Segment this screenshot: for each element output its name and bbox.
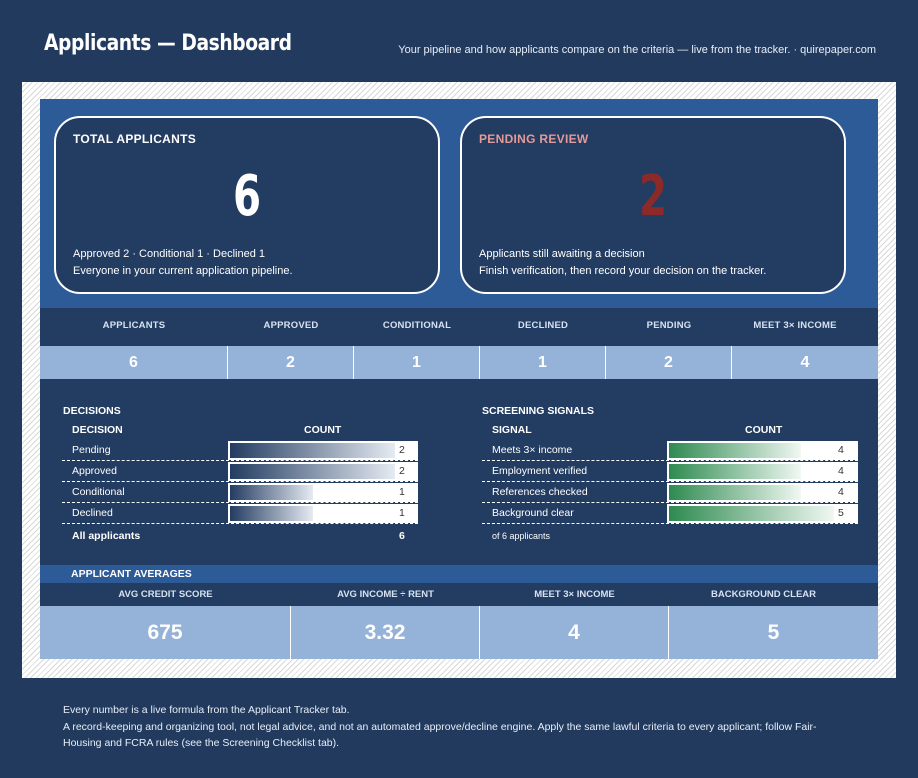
signals-note: of 6 applicants: [492, 531, 551, 541]
signals-bar: [669, 506, 834, 521]
decisions-total-label: All applicants: [72, 530, 141, 542]
stat-value-applicants: 6: [40, 346, 228, 379]
signals-bar-cell: [667, 504, 858, 523]
avg-value-background-clear: 5: [767, 621, 780, 644]
pending-review-card: PENDING REVIEW 2 Applicants still awaiti…: [460, 116, 846, 294]
avg-label-background-clear: BACKGROUND CLEAR: [710, 589, 817, 600]
decisions-total-value: 6: [399, 530, 405, 542]
decisions-bar-cell: [228, 483, 418, 502]
avg-value-credit-score: 675: [40, 606, 291, 659]
total-applicants-note: Everyone in your current application pip…: [73, 265, 293, 277]
decisions-title: DECISIONS: [63, 405, 121, 417]
signals-row-label: References checked: [492, 486, 588, 498]
stats-header-row: APPLICANTS APPROVED CONDITIONAL DECLINED…: [40, 320, 878, 340]
decisions-row-label: Approved: [72, 465, 117, 477]
decisions-row: Declined 1: [62, 503, 418, 524]
footer-line-2: A record-keeping and organizing tool, no…: [63, 721, 817, 733]
stat-value-conditional: 1: [354, 346, 480, 379]
decisions-bar: [230, 443, 395, 458]
signals-row-count: 4: [838, 486, 844, 498]
pending-review-value: 2: [638, 164, 668, 229]
total-applicants-value: 6: [232, 164, 262, 229]
signals-row-label: Meets 3× income: [492, 444, 573, 456]
avg-label-meet-income: MEET 3× INCOME: [534, 589, 615, 600]
signals-col-signal: SIGNAL: [492, 424, 532, 436]
signals-row-count: 4: [838, 444, 844, 456]
decisions-col-decision: DECISION: [72, 424, 123, 436]
pending-review-label: PENDING REVIEW: [479, 132, 589, 146]
total-applicants-card: TOTAL APPLICANTS 6 Approved 2 · Conditio…: [54, 116, 440, 294]
total-applicants-label: TOTAL APPLICANTS: [73, 132, 197, 146]
footer-line-1: Every number is a live formula from the …: [63, 704, 350, 716]
avg-label-credit-score: AVG CREDIT SCORE: [118, 589, 213, 600]
signals-row: Background clear 5: [482, 503, 858, 524]
avg-label-income-rent: AVG INCOME ÷ RENT: [337, 589, 434, 600]
stats-value-row: 6 2 1 1 2 4: [40, 346, 878, 379]
avg-value-meet-income: 4: [480, 606, 669, 659]
signals-bar: [669, 464, 801, 479]
averages-title: APPLICANT AVERAGES: [71, 568, 192, 580]
signals-row: References checked 4: [482, 482, 858, 503]
decisions-bar-cell: [228, 462, 418, 481]
signals-title: SCREENING SIGNALS: [482, 405, 595, 417]
dashboard-panel: TOTAL APPLICANTS 6 Approved 2 · Conditio…: [40, 99, 878, 659]
page-subtitle: Your pipeline and how applicants compare…: [398, 44, 876, 56]
stat-value-declined: 1: [480, 346, 606, 379]
decisions-row-count: 1: [399, 507, 405, 519]
signals-col-count: COUNT: [745, 424, 783, 436]
signals-bar-cell: [667, 441, 858, 460]
signals-row: Employment verified 4: [482, 461, 858, 482]
signals-row-count: 5: [838, 507, 844, 519]
decisions-bar-cell: [228, 441, 418, 460]
stat-label-pending: PENDING: [646, 320, 692, 331]
kpi-band: TOTAL APPLICANTS 6 Approved 2 · Conditio…: [40, 99, 878, 308]
stat-label-applicants: APPLICANTS: [102, 320, 166, 331]
stat-value-approved: 2: [228, 346, 354, 379]
averages-band: APPLICANT AVERAGES: [40, 565, 878, 583]
signals-bar-cell: [667, 462, 858, 481]
footer-line-3: Housing and FCRA rules (see the Screenin…: [63, 737, 340, 749]
signals-row-label: Background clear: [492, 507, 574, 519]
decisions-bar: [230, 464, 395, 479]
stat-value-pending: 2: [606, 346, 732, 379]
pending-review-description: Applicants still awaiting a decision: [479, 248, 645, 260]
decisions-bar-cell: [228, 504, 418, 523]
stat-label-conditional: CONDITIONAL: [382, 320, 452, 331]
decisions-col-count: COUNT: [304, 424, 342, 436]
pending-review-note: Finish verification, then record your de…: [479, 265, 767, 277]
signals-bar: [669, 443, 801, 458]
decisions-row: Approved 2: [62, 461, 418, 482]
signals-bar-cell: [667, 483, 858, 502]
decisions-row-label: Pending: [72, 444, 111, 456]
signals-bar: [669, 485, 801, 500]
decisions-row-label: Declined: [72, 507, 113, 519]
decisions-row-label: Conditional: [72, 486, 125, 498]
signals-row-label: Employment verified: [492, 465, 588, 477]
page-title: Applicants — Dashboard: [44, 31, 292, 56]
averages-value-row: 675 3.32 4 5: [40, 606, 878, 659]
stat-value-meet-income: 4: [800, 354, 810, 371]
decisions-row-count: 1: [399, 486, 405, 498]
stat-label-meet-income: MEET 3× INCOME: [753, 320, 837, 331]
stat-label-declined: DECLINED: [517, 320, 569, 331]
decisions-row-count: 2: [399, 465, 405, 477]
avg-value-income-rent: 3.32: [291, 606, 480, 659]
signals-row-count: 4: [838, 465, 844, 477]
decisions-row-count: 2: [399, 444, 405, 456]
signals-row: Meets 3× income 4: [482, 440, 858, 461]
decisions-row: Conditional 1: [62, 482, 418, 503]
stat-label-approved: APPROVED: [263, 320, 319, 331]
total-applicants-breakdown: Approved 2 · Conditional 1 · Declined 1: [73, 248, 266, 260]
decisions-row: Pending 2: [62, 440, 418, 461]
decisions-bar: [230, 506, 313, 521]
decisions-bar: [230, 485, 313, 500]
